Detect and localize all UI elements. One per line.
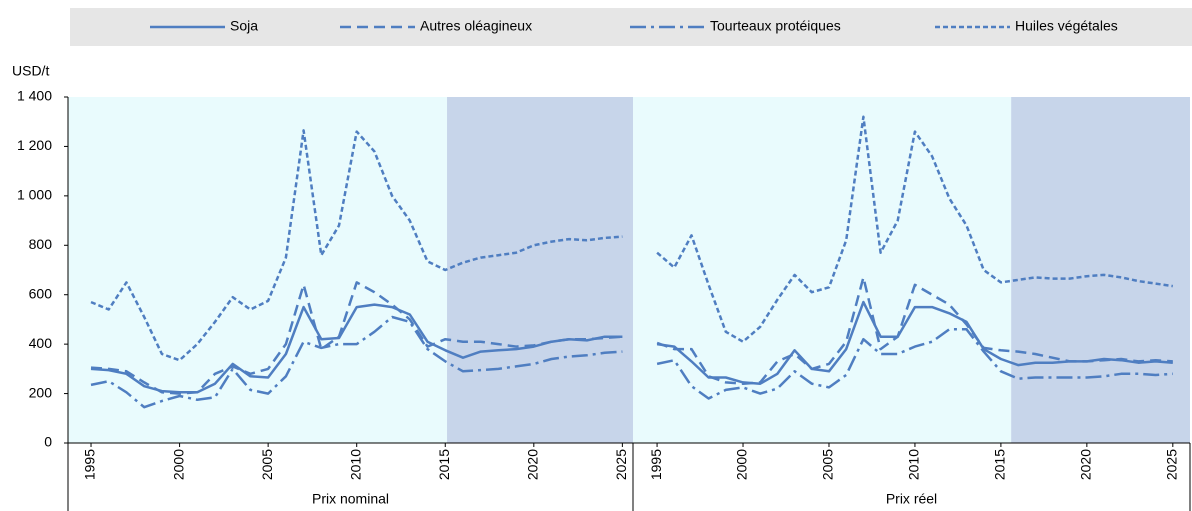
y-tick-label: 0 bbox=[44, 434, 52, 450]
series-line bbox=[656, 328, 1173, 400]
x-tick-label: 2015 bbox=[436, 449, 452, 480]
x-axis-label: Prix réel bbox=[886, 491, 937, 507]
projection-shading bbox=[447, 97, 633, 443]
x-tick-label: 2010 bbox=[906, 449, 922, 480]
y-tick-label: 800 bbox=[29, 236, 53, 252]
x-tick-label: 1995 bbox=[648, 449, 664, 480]
x-tick-label: 2025 bbox=[613, 449, 629, 480]
series-line bbox=[656, 115, 1173, 343]
series-line bbox=[90, 129, 623, 362]
y-axis-label: USD/t bbox=[12, 63, 49, 79]
series-line bbox=[656, 276, 1173, 385]
y-tick-label: 400 bbox=[29, 335, 53, 351]
x-tick-label: 2005 bbox=[259, 449, 275, 480]
x-tick-label: 2010 bbox=[347, 449, 363, 480]
y-tick-label: 1 200 bbox=[17, 137, 52, 153]
y-tick-label: 600 bbox=[29, 285, 53, 301]
series-line bbox=[90, 315, 623, 409]
x-tick-label: 2000 bbox=[170, 449, 186, 480]
x-tick-label: 1995 bbox=[82, 449, 98, 480]
legend-label: Autres oléagineux bbox=[420, 18, 532, 34]
x-axis-label: Prix nominal bbox=[312, 491, 389, 507]
x-tick-label: 2020 bbox=[525, 449, 541, 480]
legend-label: Soja bbox=[230, 18, 258, 34]
y-tick-label: 1 000 bbox=[17, 187, 52, 203]
x-tick-label: 2000 bbox=[734, 449, 750, 480]
y-tick-label: 200 bbox=[29, 384, 53, 400]
projection-shading bbox=[1011, 97, 1190, 443]
legend-label: Huiles végétales bbox=[1015, 18, 1118, 34]
series-line bbox=[90, 281, 623, 395]
x-tick-label: 2025 bbox=[1164, 449, 1180, 480]
x-tick-label: 2020 bbox=[1078, 449, 1094, 480]
x-tick-label: 2015 bbox=[992, 449, 1008, 480]
legend-label: Tourteaux protéiques bbox=[710, 18, 841, 34]
x-tick-label: 2005 bbox=[820, 449, 836, 480]
y-tick-label: 1 400 bbox=[17, 88, 52, 104]
